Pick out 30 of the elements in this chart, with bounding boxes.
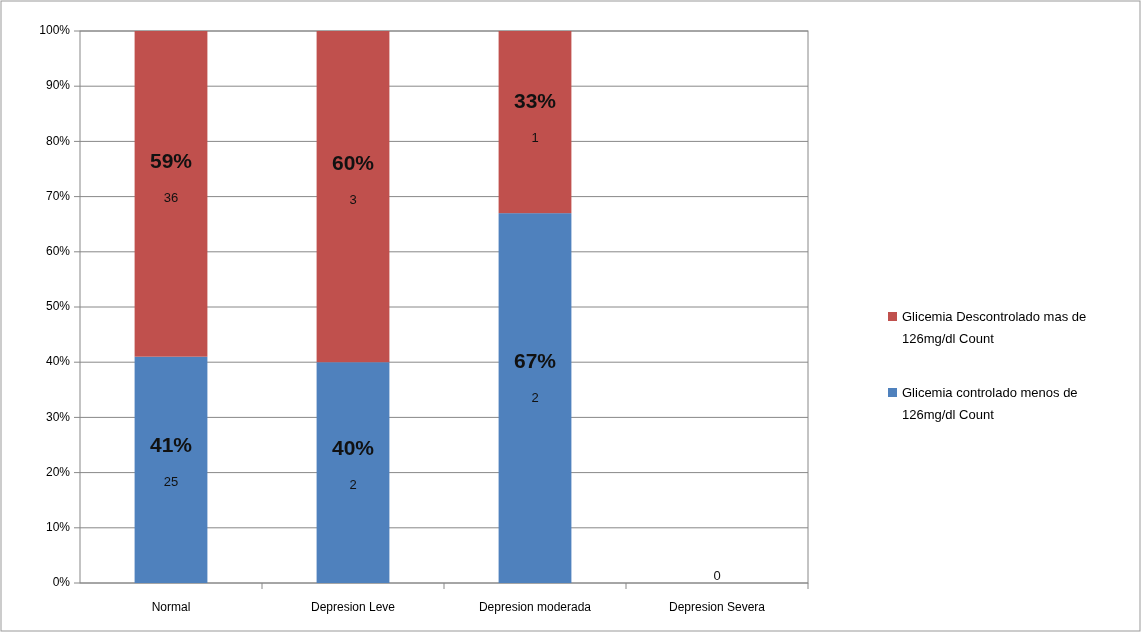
bar (498, 31, 572, 214)
y-tick-label: 80% (45, 133, 71, 148)
y-tick-label: 20% (45, 464, 71, 479)
bar (316, 31, 390, 363)
x-tick-label: Depresion Leve (310, 600, 396, 614)
data-label: 67% 2 (513, 349, 557, 406)
y-tick-label: 100% (39, 23, 71, 38)
y-tick-label: 30% (45, 409, 71, 424)
y-tick-label: 10% (45, 519, 71, 534)
legend-label: Glicemia controlado menos de 126mg/dl Count (902, 385, 1078, 422)
legend-label: Glicemia Descontrolado mas de 126mg/dl Count (902, 309, 1087, 346)
bar (134, 356, 208, 583)
data-label: 59% 36 (149, 148, 193, 205)
x-tick-label: Depresion Severa (668, 600, 766, 614)
data-label: 40% 2 (331, 435, 375, 492)
data-label: 41% 25 (149, 432, 193, 489)
y-tick-label: 60% (45, 243, 71, 258)
bar (498, 213, 572, 583)
data-label: 0 (713, 568, 721, 583)
data-label: 33% 1 (513, 88, 557, 145)
y-tick-label: 70% (45, 188, 71, 203)
y-tick-label: 40% (45, 354, 71, 369)
x-tick-label: Depresion moderada (478, 600, 592, 614)
bar (134, 31, 208, 357)
y-tick-label: 0% (52, 575, 71, 590)
y-tick-label: 50% (45, 299, 71, 314)
x-tick-label: Normal (151, 600, 191, 614)
data-label: 60% 3 (331, 151, 375, 208)
y-tick-label: 90% (45, 78, 71, 93)
bar (316, 362, 390, 583)
